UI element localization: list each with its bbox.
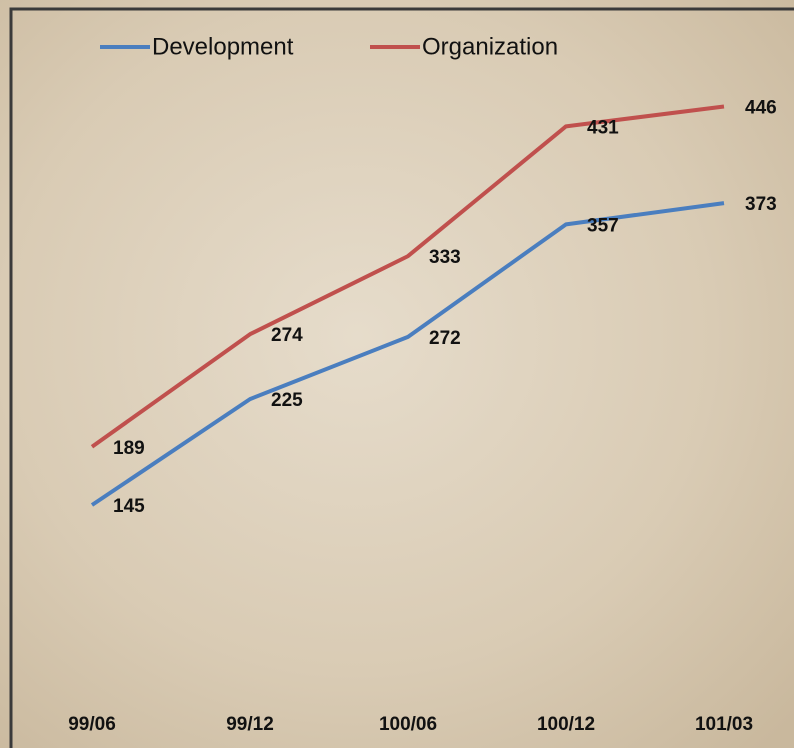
series-line [90,104,725,449]
data-label: 274 [271,325,303,346]
data-label: 431 [587,117,619,138]
x-tick-label: 100/06 [379,714,437,735]
data-label: 272 [429,328,461,349]
x-tick-label: 101/03 [695,714,753,735]
data-label: 446 [745,98,777,119]
legend-label: Organization [422,33,558,60]
legend: Development Organization [100,33,558,60]
x-tick-label: 100/12 [537,714,595,735]
x-tick-label: 99/12 [226,714,274,735]
data-label: 189 [113,438,145,459]
x-tick-label: 99/06 [68,714,116,735]
data-label: 333 [429,247,461,268]
series-line [90,201,725,507]
data-label: 145 [113,496,145,517]
data-label: 357 [587,215,619,236]
legend-label: Development [152,33,294,60]
data-label: 373 [745,194,777,215]
plot-frame [9,7,794,748]
data-label: 225 [271,390,303,411]
